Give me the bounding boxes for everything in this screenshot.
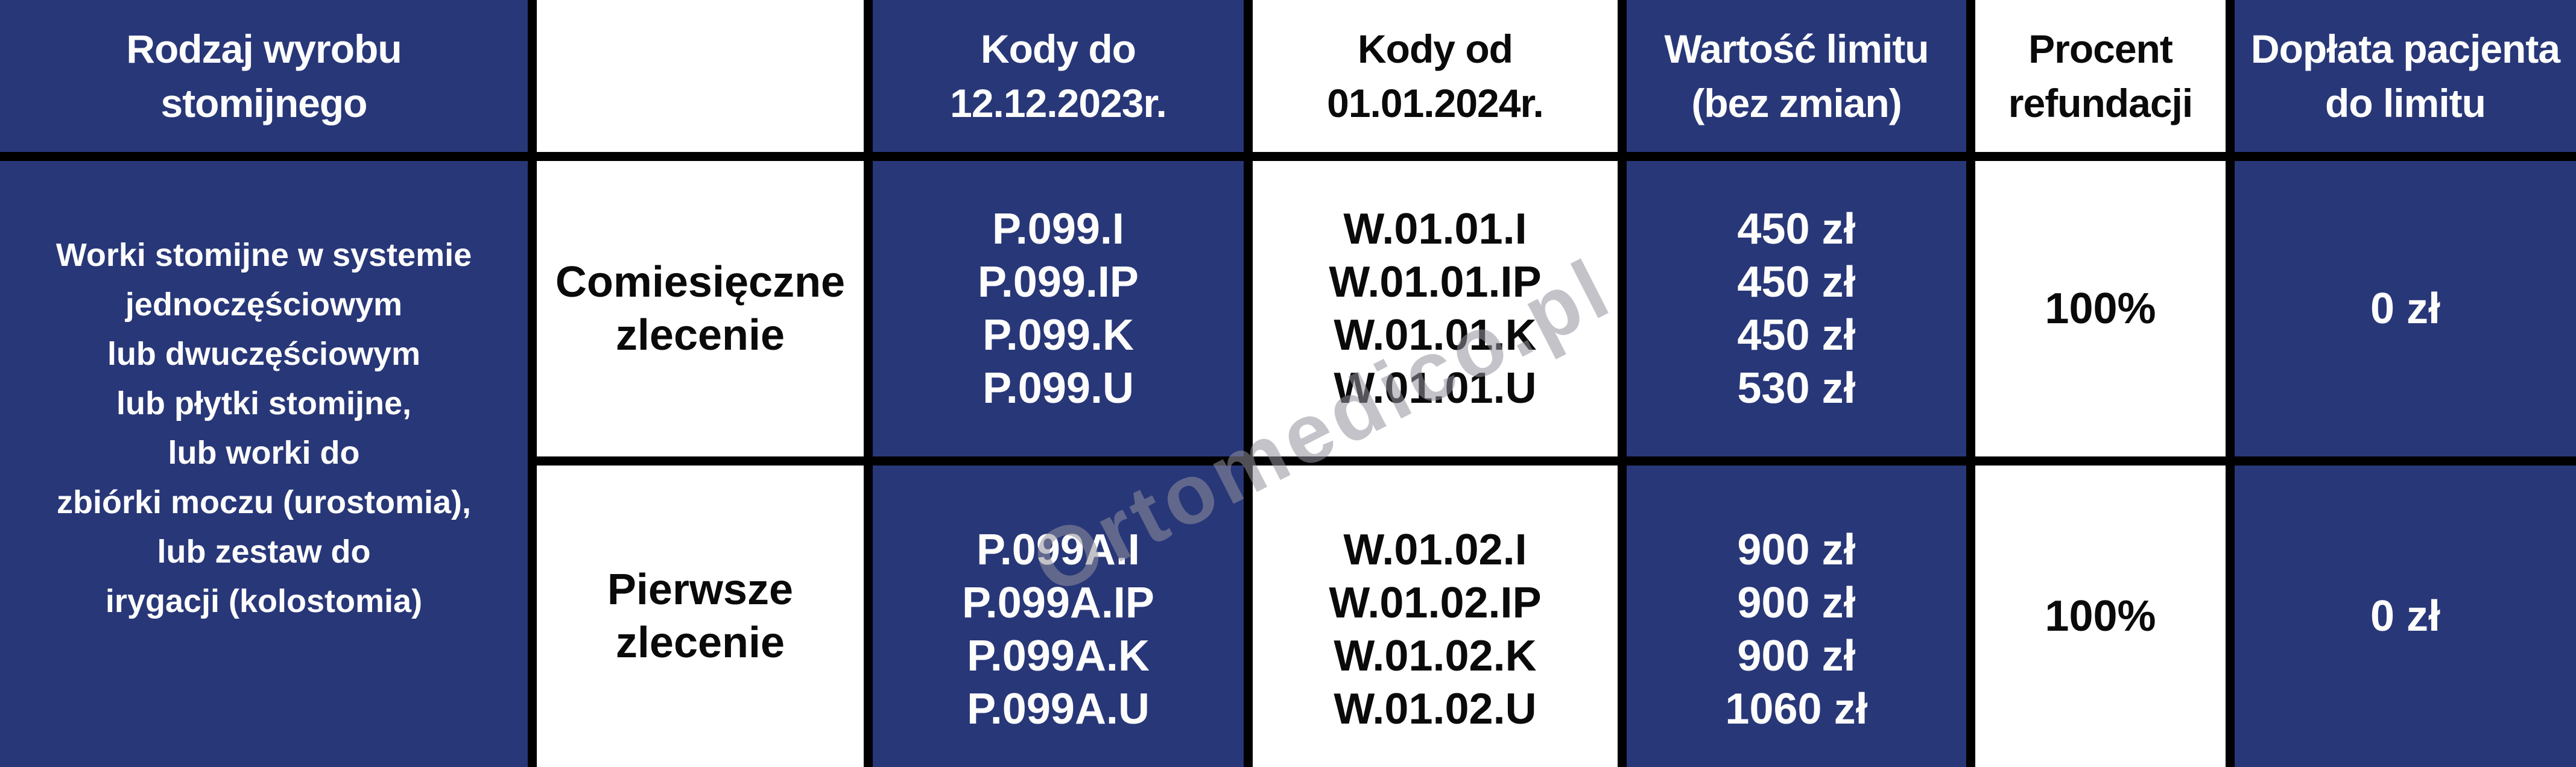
header-refund-percent: Procent refundacji bbox=[1975, 0, 2235, 161]
limit-values-cell: 450 zł 450 zł 450 zł 530 zł bbox=[1627, 161, 1975, 466]
limit-values-text: 900 zł 900 zł 900 zł 1060 zł bbox=[1725, 526, 1868, 733]
product-type-cell: Worki stomijne w systemie jednoczęściowy… bbox=[0, 161, 537, 767]
header-patient-copay: Dopłata pacjenta do limitu bbox=[2235, 0, 2576, 161]
patient-copay-cell: 0 zł bbox=[2235, 161, 2576, 466]
patient-copay-text: 0 zł bbox=[2370, 592, 2441, 640]
order-type-text: Pierwsze zlecenie bbox=[607, 566, 794, 667]
header-codes-from: Kody od 01.01.2024r. bbox=[1253, 0, 1627, 161]
refund-percent-cell: 100% bbox=[1975, 161, 2235, 466]
refund-percent-text: 100% bbox=[2045, 285, 2156, 333]
product-type-text: Worki stomijne w systemie jednoczęściowy… bbox=[55, 236, 472, 619]
order-type-cell: Comiesięczne zlecenie bbox=[537, 161, 873, 466]
limit-values-cell: 900 zł 900 zł 900 zł 1060 zł bbox=[1627, 466, 1975, 767]
patient-copay-cell: 0 zł bbox=[2235, 466, 2576, 767]
codes-old-cell: P.099.I P.099.IP P.099.K P.099.U bbox=[873, 161, 1253, 466]
header-codes-until-label: Kody do 12.12.2023r. bbox=[950, 27, 1167, 125]
codes-old-cell: P.099A.I P.099A.IP P.099A.K P.099A.U bbox=[873, 466, 1253, 767]
refund-percent-text: 100% bbox=[2045, 592, 2156, 640]
header-product-type: Rodzaj wyrobu stomijnego bbox=[0, 0, 537, 161]
codes-old-text: P.099.I P.099.IP P.099.K P.099.U bbox=[978, 205, 1139, 412]
order-type-text: Comiesięczne zlecenie bbox=[555, 258, 846, 359]
header-codes-until: Kody do 12.12.2023r. bbox=[873, 0, 1253, 161]
header-refund-percent-label: Procent refundacji bbox=[2008, 27, 2193, 125]
codes-new-cell: W.01.02.I W.01.02.IP W.01.02.K W.01.02.U bbox=[1253, 466, 1627, 767]
codes-new-text: W.01.02.I W.01.02.IP W.01.02.K W.01.02.U bbox=[1329, 526, 1542, 733]
patient-copay-text: 0 zł bbox=[2370, 285, 2441, 333]
header-limit-value-label: Wartość limitu (bez zmian) bbox=[1664, 27, 1929, 125]
order-type-cell: Pierwsze zlecenie bbox=[537, 466, 873, 767]
limit-values-text: 450 zł 450 zł 450 zł 530 zł bbox=[1737, 205, 1856, 412]
codes-old-text: P.099A.I P.099A.IP P.099A.K P.099A.U bbox=[962, 526, 1154, 733]
header-limit-value: Wartość limitu (bez zmian) bbox=[1627, 0, 1975, 161]
codes-new-text: W.01.01.I W.01.01.IP W.01.01.K W.01.01.U bbox=[1329, 205, 1542, 412]
codes-new-cell: W.01.01.I W.01.01.IP W.01.01.K W.01.01.U bbox=[1253, 161, 1627, 466]
header-product-type-label: Rodzaj wyrobu stomijnego bbox=[126, 27, 402, 125]
header-patient-copay-label: Dopłata pacjenta do limitu bbox=[2250, 27, 2560, 125]
header-empty-cell bbox=[537, 0, 873, 161]
refund-percent-cell: 100% bbox=[1975, 466, 2235, 767]
header-codes-from-label: Kody od 01.01.2024r. bbox=[1327, 27, 1544, 125]
